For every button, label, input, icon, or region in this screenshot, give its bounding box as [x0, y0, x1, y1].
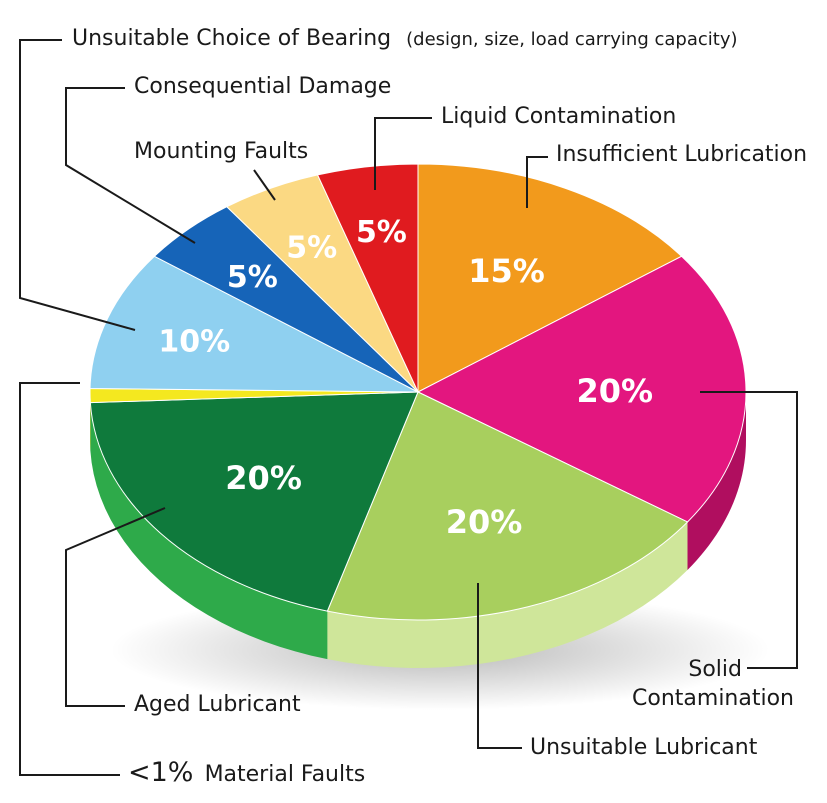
- pie-slices: [89, 163, 747, 621]
- label-material-name: Material Faults: [204, 762, 366, 787]
- pie-slice-unsuitable-choice-of-bearing: [89, 255, 419, 393]
- callout-line-unsuitable-choice: [19, 39, 136, 331]
- label-solid-line2: Contamination: [632, 686, 794, 711]
- label-unsuitable-lubricant: Unsuitable Lubricant: [530, 735, 758, 760]
- label-liquid-contamination: Liquid Contamination: [441, 104, 677, 129]
- callout-line-insufficient: [526, 156, 548, 208]
- callout-line-consequential: [65, 87, 196, 244]
- slice-value-solid-contamination: 20%: [576, 372, 653, 410]
- label-unsuitable-choice: Unsuitable Choice of Bearing (design, si…: [72, 26, 738, 51]
- label-solid-contamination: Solid Contamination: [626, 655, 794, 713]
- pie-slice-unsuitable-lubricant: [326, 391, 689, 621]
- callout-line-liquid: [374, 117, 432, 190]
- pie-side-unsuitable-lubricant: [327, 521, 688, 668]
- slice-value-insufficient-lubrication: 15%: [468, 252, 545, 290]
- callout-line-mounting: [253, 169, 276, 201]
- slice-value-consequential-damage: 5%: [227, 260, 278, 295]
- label-solid-line1: Solid: [688, 657, 742, 682]
- label-insufficient-lubrication: Insufficient Lubrication: [556, 142, 808, 167]
- callout-line-aged: [65, 507, 166, 707]
- slice-value-aged-lubricant: 20%: [225, 459, 302, 497]
- label-mounting-faults: Mounting Faults: [134, 139, 309, 164]
- slice-value-labels: 15%20%20%20%10%5%5% 5%: [158, 215, 653, 541]
- label-unsuitable-choice-note: (design, size, load carrying capacity): [406, 29, 738, 50]
- slice-value-mounting-faults: 5%: [286, 230, 337, 265]
- slice-value-unsuitable-lubricant: 20%: [446, 503, 523, 541]
- callout-line-unsuitable-lubricant: [477, 583, 522, 749]
- pie-slice-aged-lubricant: [89, 391, 419, 612]
- pie-side-solid-contamination: [687, 392, 746, 570]
- label-aged-lubricant: Aged Lubricant: [134, 692, 301, 717]
- callout-lines: [19, 39, 798, 776]
- label-consequential-damage: Consequential Damage: [134, 74, 392, 99]
- callout-line-solid: [700, 391, 798, 669]
- callout-line-material: [19, 382, 120, 776]
- slice-value-liquid-contamination: 5%: [356, 215, 407, 250]
- pie-slice-liquid-contamination: [316, 163, 419, 393]
- label-material-pct: <1%: [128, 757, 194, 788]
- label-material-faults: <1% Material Faults: [128, 757, 365, 788]
- label-unsuitable-choice-main: Unsuitable Choice of Bearing: [72, 26, 392, 51]
- pie-slice-insufficient-lubrication: [417, 163, 683, 393]
- slice-value-unsuitable-choice-of-bearing: 10%: [158, 324, 230, 359]
- pie-slice-solid-contamination: [416, 255, 747, 523]
